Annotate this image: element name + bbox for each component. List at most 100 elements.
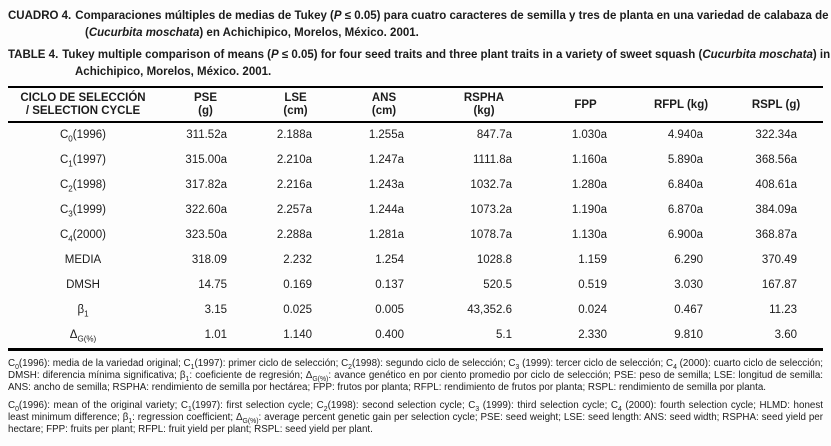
value-cell: 6.870a [667, 204, 703, 216]
value-cell: 14.75 [198, 279, 227, 291]
table-row: MEDIA 318.09 2.232 1.254 1028.8 1.159 6.290 370… [8, 248, 823, 273]
table-row: C4(2000) 323.50a 2.288a 1.281a 1078.7a 1.130a… [8, 223, 823, 248]
row-label: β1 [77, 304, 89, 319]
header-row: CICLO DE SELECCIÓN / SELECTION CYCLE PSE (g… [8, 87, 823, 122]
table-body: C0(1996) 311.52a 2.188a 1.255a 847.7a 1.030a 4… [8, 122, 823, 350]
value-cell: 1111.8a [472, 154, 512, 166]
row-label: C2(1998) [59, 179, 107, 194]
value-cell: 0.025 [283, 304, 312, 316]
value-cell: 0.137 [375, 279, 404, 291]
column-header-pse: PSE (g) [193, 92, 217, 117]
caption-english: TABLE 4. Tukey multiple comparison of mea… [8, 47, 831, 81]
caption-spanish: CUADRO 4. Comparaciones múltiples de medi… [8, 8, 831, 42]
row-label: DMSH [66, 279, 100, 291]
caption-spanish-text: Comparaciones múltiples de medias de Tuk… [75, 10, 831, 39]
value-cell: 0.519 [578, 279, 607, 291]
row-label: C3(1999) [59, 204, 107, 219]
row-label: MEDIA [64, 254, 102, 266]
value-cell: 1078.7a [470, 229, 512, 241]
value-cell: 311.52a [186, 129, 227, 141]
footnote-english: C0(1996): mean of the original variety; … [8, 400, 824, 435]
value-cell: 1.140 [283, 329, 312, 341]
value-cell: 1.244a [368, 204, 404, 216]
value-cell: 368.87a [755, 229, 797, 241]
value-cell: 1.255a [368, 129, 404, 141]
caption-english-text: Tukey multiple comparison of means (P ≤ … [62, 49, 831, 78]
value-cell: 6.290 [674, 254, 703, 266]
value-cell: 1032.7a [470, 179, 512, 191]
value-cell: 6.840a [667, 179, 703, 191]
value-cell: 384.09a [755, 204, 797, 216]
value-cell: 5.1 [496, 329, 512, 341]
value-cell: 3.15 [204, 304, 227, 316]
column-header-rfpl: RFPL (kg) [653, 98, 709, 111]
value-cell: 520.5 [483, 279, 512, 291]
column-header-lse: LSE (cm) [283, 92, 308, 117]
value-cell: 1.280a [571, 179, 607, 191]
table-row: C3(1999) 322.60a 2.257a 1.244a 1073.2a 1.190a… [8, 198, 823, 223]
value-cell: 43,352.6 [467, 304, 512, 316]
caption-spanish-label: CUADRO 4. [8, 10, 72, 22]
table-row: C1(1997) 315.00a 2.210a 1.247a 1111.8a 1.160a… [8, 148, 823, 173]
caption-english-label: TABLE 4. [8, 49, 59, 61]
value-cell: 1.190a [571, 204, 607, 216]
column-header-rspl: RSPL (g) [751, 98, 801, 111]
row-label: C1(1997) [59, 154, 107, 169]
value-cell: 1.130a [571, 229, 607, 241]
value-cell: 9.810 [674, 329, 703, 341]
value-cell: 1.247a [368, 154, 404, 166]
value-cell: 2.257a [276, 204, 312, 216]
value-cell: 0.467 [674, 304, 703, 316]
value-cell: 1.159 [578, 254, 607, 266]
value-cell: 3.60 [774, 329, 797, 341]
value-cell: 1.01 [204, 329, 227, 341]
table-row: C2(1998) 317.82a 2.216a 1.243a 1032.7a 1.280a… [8, 173, 823, 198]
value-cell: 2.330 [578, 329, 607, 341]
footnote-spanish: C0(1996): media de la variedad original;… [8, 358, 823, 393]
row-label: C0(1996) [59, 129, 107, 144]
value-cell: 317.82a [185, 179, 227, 191]
column-header-rspha: RSPHA (kg) [463, 92, 505, 117]
column-header-ciclo: CICLO DE SELECCIÓN / SELECTION CYCLE [20, 92, 146, 117]
value-cell: 318.09 [191, 254, 227, 266]
value-cell: 1028.8 [476, 254, 512, 266]
value-cell: 368.56a [755, 154, 797, 166]
row-label: ΔG(%) [69, 329, 97, 344]
value-cell: 5.890a [667, 154, 703, 166]
value-cell: 167.87 [761, 279, 797, 291]
row-label: C4(2000) [59, 229, 107, 244]
value-cell: 1.160a [571, 154, 607, 166]
value-cell: 323.50a [185, 229, 227, 241]
value-cell: 11.23 [769, 304, 797, 316]
value-cell: 3.030 [674, 279, 703, 291]
value-cell: 0.400 [375, 329, 404, 341]
value-cell: 322.60a [185, 204, 227, 216]
value-cell: 2.216a [276, 179, 312, 191]
value-cell: 2.288a [276, 229, 312, 241]
table-row: ΔG(%) 1.01 1.140 0.400 5.1 2.330 9.810 3.60 [8, 323, 823, 350]
value-cell: 1073.2a [470, 204, 512, 216]
value-cell: 1.281a [368, 229, 404, 241]
value-cell: 2.210a [276, 154, 312, 166]
table-row: β1 3.15 0.025 0.005 43,352.6 0.024 0.467 11.23 [8, 298, 823, 323]
value-cell: 2.188a [276, 129, 312, 141]
page: CUADRO 4. Comparaciones múltiples de medi… [8, 8, 831, 435]
table-header: CICLO DE SELECCIÓN / SELECTION CYCLE PSE (g… [8, 87, 823, 122]
value-cell: 322.34a [755, 129, 797, 141]
value-cell: 2.232 [283, 254, 312, 266]
value-cell: 370.49 [761, 254, 797, 266]
value-cell: 1.243a [368, 179, 404, 191]
table-row: DMSH 14.75 0.169 0.137 520.5 0.519 3.030 167.87 [8, 273, 823, 298]
value-cell: 847.7a [476, 129, 512, 141]
column-header-ans: ANS (cm) [371, 92, 397, 117]
value-cell: 408.61a [755, 179, 797, 191]
table-row: C0(1996) 311.52a 2.188a 1.255a 847.7a 1.030a 4… [8, 122, 823, 148]
value-cell: 1.254 [375, 254, 404, 266]
value-cell: 0.005 [375, 304, 404, 316]
value-cell: 0.024 [578, 304, 607, 316]
results-table: CICLO DE SELECCIÓN / SELECTION CYCLE PSE (g… [8, 86, 823, 351]
value-cell: 6.900a [667, 229, 703, 241]
value-cell: 4.940a [667, 129, 703, 141]
value-cell: 315.00a [185, 154, 227, 166]
value-cell: 1.030a [571, 129, 607, 141]
